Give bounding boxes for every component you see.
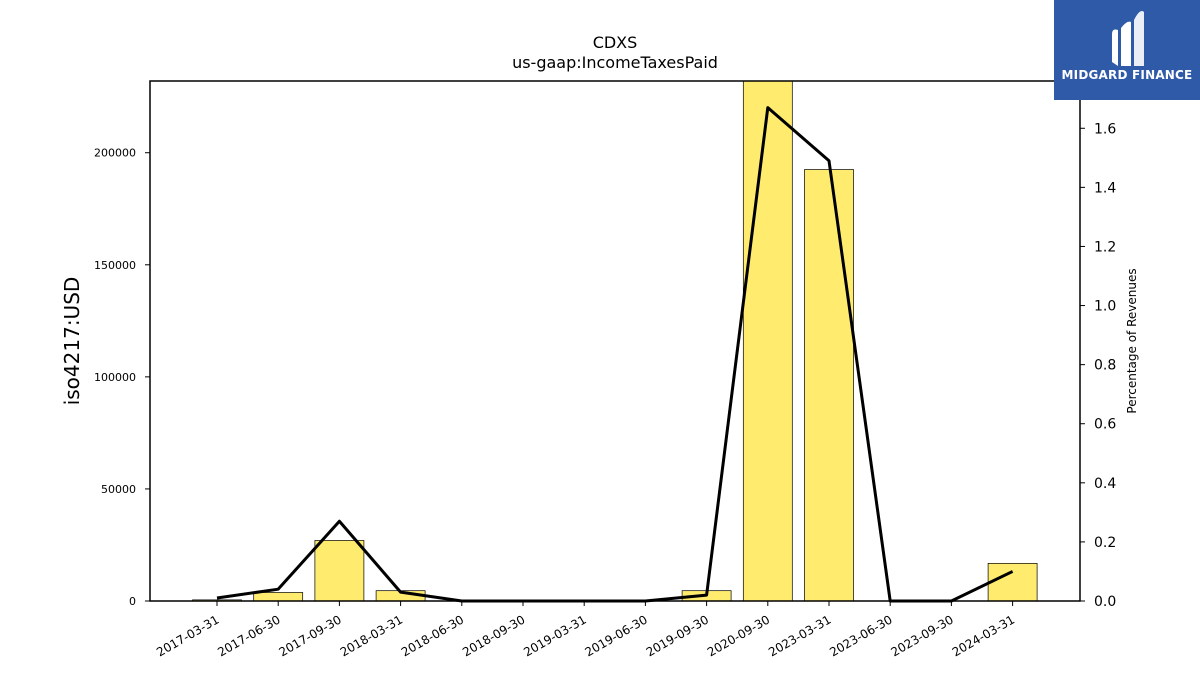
x-tick-label: 2018-03-31 bbox=[338, 612, 405, 659]
bar bbox=[314, 540, 365, 602]
y2-tick-label: 1.0 bbox=[1094, 299, 1116, 315]
bar bbox=[253, 592, 304, 602]
y2-tick-label: 1.6 bbox=[1094, 121, 1116, 137]
chart-subtitle: us-gaap:IncomeTaxesPaid bbox=[512, 53, 718, 72]
bar bbox=[742, 80, 793, 602]
y2-axis-label: Percentage of Revenues bbox=[1125, 268, 1139, 413]
bar bbox=[987, 562, 1038, 602]
y2-tick-label: 1.4 bbox=[1094, 180, 1116, 196]
percentage-line bbox=[216, 106, 1014, 603]
bar bbox=[804, 169, 854, 602]
x-tick-label: 2018-09-30 bbox=[460, 612, 527, 659]
x-tick-label: 2020-09-30 bbox=[705, 612, 772, 659]
x-tick-label: 2023-06-30 bbox=[827, 612, 894, 659]
brand-name: MIDGARD FINANCE bbox=[1061, 68, 1193, 82]
y2-tick-label: 1.2 bbox=[1094, 239, 1116, 255]
x-tick-label: 2023-03-31 bbox=[766, 612, 833, 659]
y2-tick-label: 0.2 bbox=[1094, 535, 1116, 551]
x-tick-label: 2017-06-30 bbox=[215, 612, 282, 659]
midgard-logo-icon bbox=[1112, 11, 1144, 67]
y2-tick-label: 0.4 bbox=[1094, 476, 1116, 492]
y2-tick-label: 0.6 bbox=[1094, 417, 1116, 433]
y-axis-left: 0 50000 100000 150000 200000 bbox=[94, 147, 150, 608]
x-tick-label: 2019-09-30 bbox=[644, 612, 711, 659]
x-tick-label: 2023-09-30 bbox=[888, 612, 955, 659]
brand-logo: MIDGARD FINANCE bbox=[1054, 0, 1200, 100]
x-axis: 2017-03-312017-06-302017-09-302018-03-31… bbox=[154, 601, 1017, 659]
y-tick-label: 200000 bbox=[94, 147, 136, 160]
bar-group bbox=[192, 80, 1038, 602]
line-group bbox=[216, 106, 1014, 603]
x-tick-label: 2019-03-31 bbox=[521, 612, 588, 659]
x-tick-label: 2019-06-30 bbox=[582, 612, 649, 659]
x-tick-label: 2017-03-31 bbox=[154, 612, 221, 659]
y2-tick-label: 0.8 bbox=[1094, 358, 1116, 374]
chart-title: CDXS bbox=[593, 33, 638, 52]
y-tick-label: 100000 bbox=[94, 371, 136, 384]
y-tick-label: 150000 bbox=[94, 259, 136, 272]
x-tick-label: 2024-03-31 bbox=[950, 612, 1017, 659]
x-tick-label: 2018-06-30 bbox=[399, 612, 466, 659]
x-tick-label: 2017-09-30 bbox=[276, 612, 343, 659]
y-axis-right: 0.0 0.2 0.4 0.6 0.8 1.0 1.2 1.4 1.6 bbox=[1080, 121, 1116, 610]
y-tick-label: 50000 bbox=[101, 483, 136, 496]
y-tick-label: 0 bbox=[129, 595, 136, 608]
y2-tick-label: 0.0 bbox=[1094, 594, 1116, 610]
plot-frame bbox=[149, 80, 1081, 602]
y-axis-label: iso4217:USD bbox=[60, 277, 84, 406]
